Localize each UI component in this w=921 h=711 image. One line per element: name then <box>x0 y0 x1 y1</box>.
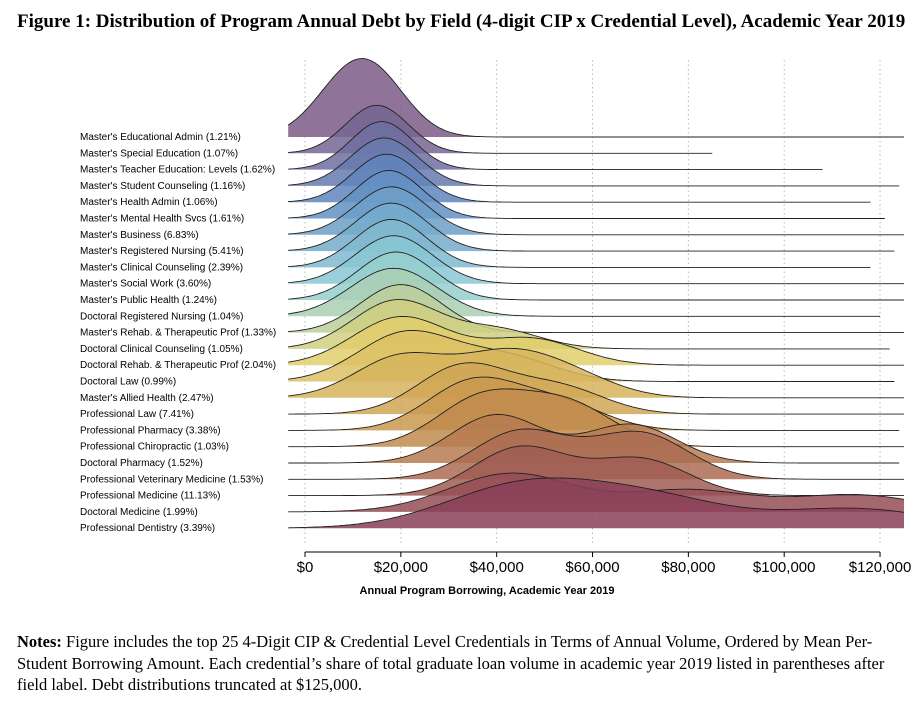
category-label-1: Master's Special Education (1.07%) <box>80 148 238 159</box>
ridge-line-13 <box>288 299 890 350</box>
category-label-24: Professional Dentistry (3.39%) <box>80 523 215 534</box>
ridge-series-21 <box>288 428 904 480</box>
ridge-line-24 <box>288 477 905 529</box>
ridge-area-5 <box>288 170 885 219</box>
category-label-20: Doctoral Pharmacy (1.52%) <box>80 458 203 469</box>
ridge-line-20 <box>288 414 900 464</box>
category-label-7: Master's Registered Nursing (5.41%) <box>80 246 244 257</box>
ridge-line-3 <box>288 137 900 187</box>
category-label-13: Doctoral Clinical Counseling (1.05%) <box>80 344 243 355</box>
ridge-line-9 <box>288 235 904 285</box>
ridge-area-19 <box>288 388 904 447</box>
category-label-15: Doctoral Law (0.99%) <box>80 377 176 388</box>
x-tick-label-0: $0 <box>297 559 314 576</box>
ridge-line-21 <box>288 428 904 480</box>
category-label-9: Master's Social Work (3.60%) <box>80 279 211 290</box>
x-axis: $0 $20,000 $40,000 $60,000 $80,000 $100,000 $1… <box>297 551 912 597</box>
ridge-line-7 <box>288 202 895 252</box>
ridge-line-6 <box>288 186 904 236</box>
ridge-line-14 <box>288 316 904 366</box>
ridge-series-7 <box>288 202 895 252</box>
ridge-series-4 <box>288 153 871 203</box>
ridge-line-17 <box>288 362 904 415</box>
ridge-line-4 <box>288 153 871 203</box>
category-label-4: Master's Health Admin (1.06%) <box>80 197 218 208</box>
x-axis-title: Annual Program Borrowing, Academic Year … <box>360 585 615 597</box>
x-tick-label-3: $60,000 <box>565 559 619 576</box>
ridge-series-22 <box>288 445 904 497</box>
category-label-5: Master's Mental Health Svcs (1.61%) <box>80 214 244 225</box>
x-tick-label-5: $100,000 <box>753 559 816 576</box>
ridge-line-10 <box>288 251 904 301</box>
notes-label: Notes: <box>17 632 62 651</box>
x-tick-label-4: $80,000 <box>661 559 715 576</box>
category-label-8: Master's Clinical Counseling (2.39%) <box>80 262 243 273</box>
category-label-2: Master's Teacher Education: Levels (1.62… <box>80 165 275 176</box>
ridge-series-19 <box>288 388 904 448</box>
category-label-23: Doctoral Medicine (1.99%) <box>80 507 198 518</box>
x-tick-label-6: $120,000 <box>849 559 912 576</box>
ridge-area-10 <box>288 252 904 300</box>
ridge-line-11 <box>288 267 880 317</box>
ridge-area-2 <box>288 121 823 170</box>
category-label-16: Master's Allied Health (2.47%) <box>80 393 214 404</box>
ridges <box>287 58 905 529</box>
ridge-series-24 <box>288 477 905 529</box>
ridge-series-6 <box>288 186 904 236</box>
ridge-line-16 <box>288 347 904 399</box>
category-label-21: Professional Veterinary Medicine (1.53%) <box>80 474 263 485</box>
ridge-line-22 <box>288 445 904 497</box>
category-label-14: Doctoral Rehab. & Therapeutic Prof (2.04… <box>80 360 276 371</box>
ridge-area-4 <box>288 154 871 203</box>
category-label-6: Master's Business (6.83%) <box>80 230 199 241</box>
ridge-area-6 <box>288 186 904 235</box>
x-tick-label-1: $20,000 <box>374 559 428 576</box>
category-label-10: Master's Public Health (1.24%) <box>80 295 217 306</box>
figure-title: Figure 1: Distribution of Program Annual… <box>17 11 906 32</box>
ridge-series-9 <box>288 235 904 285</box>
ridge-series-5 <box>288 170 885 219</box>
category-label-12: Master's Rehab. & Therapeutic Prof (1.33… <box>80 328 276 339</box>
ridge-line-0 <box>287 58 904 138</box>
category-label-18: Professional Pharmacy (3.38%) <box>80 425 221 436</box>
category-label-0: Master's Educational Admin (1.21%) <box>80 132 241 143</box>
ridge-series-2 <box>288 121 823 171</box>
ridge-line-8 <box>288 218 871 268</box>
category-label-22: Professional Medicine (11.13%) <box>80 491 220 502</box>
category-label-11: Doctoral Registered Nursing (1.04%) <box>80 311 243 322</box>
ridge-line-19 <box>288 388 904 448</box>
ridge-line-1 <box>288 104 713 154</box>
ridge-line-2 <box>288 121 823 171</box>
x-tick-label-2: $40,000 <box>470 559 524 576</box>
ridge-line-12 <box>288 284 904 334</box>
ridge-line-5 <box>288 170 885 219</box>
ridge-series-10 <box>288 251 904 301</box>
ridge-area-9 <box>288 235 904 284</box>
category-labels: Master's Educational Admin (1.21%) Master… <box>80 132 276 534</box>
category-label-17: Professional Law (7.41%) <box>80 409 194 420</box>
ridge-area-24 <box>288 477 904 529</box>
ridge-area-7 <box>288 203 895 252</box>
figure-notes: Notes: Figure includes the top 25 4-Digi… <box>17 631 907 696</box>
notes-text: Figure includes the top 25 4-Digit CIP &… <box>17 632 885 694</box>
category-label-19: Professional Chiropractic (1.03%) <box>80 442 229 453</box>
category-label-3: Master's Student Counseling (1.16%) <box>80 181 245 192</box>
